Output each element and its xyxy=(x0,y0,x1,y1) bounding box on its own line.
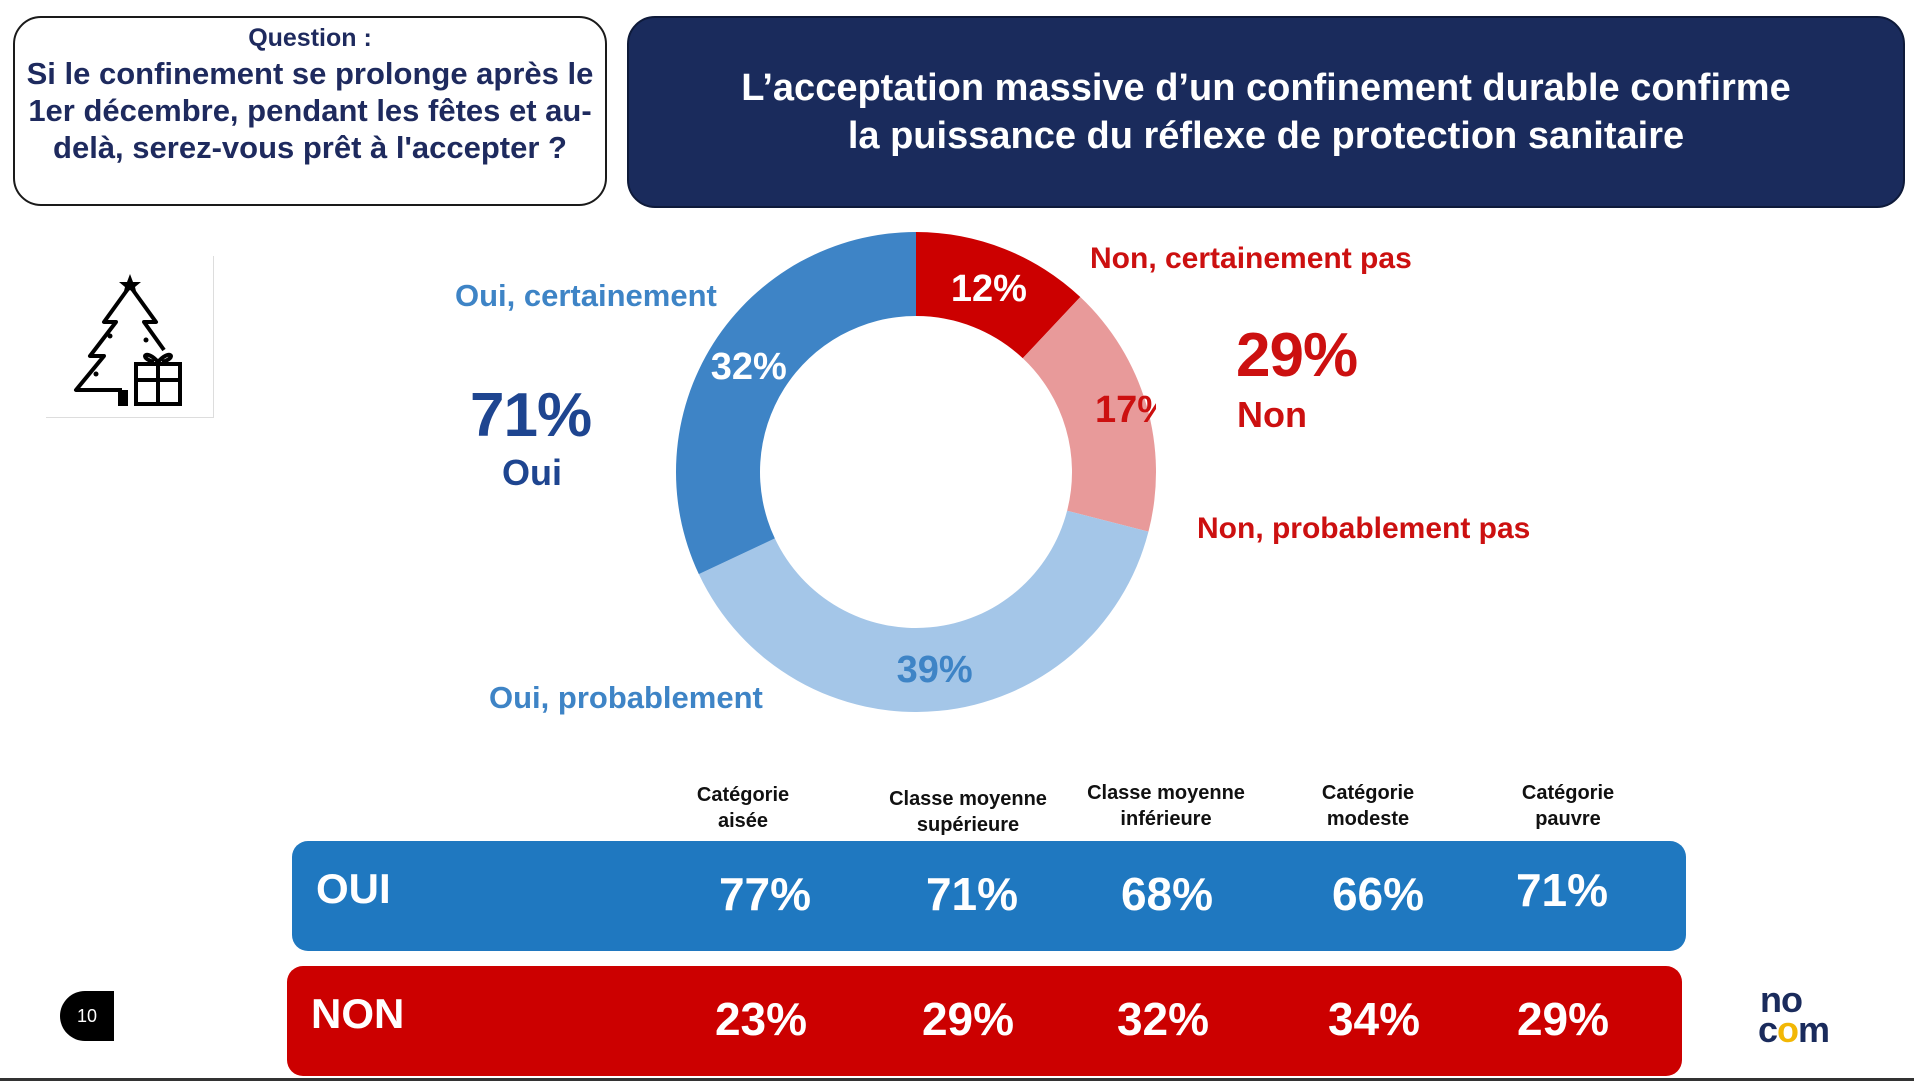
column-header-categorie-modeste: Catégorie modeste xyxy=(1321,782,1415,830)
donut-slice-oui-probablement xyxy=(698,510,1149,712)
headline-box: L’acceptation massive d’un confinement d… xyxy=(627,16,1905,208)
oui-value-categorie-pauvre: 71% xyxy=(1515,864,1609,916)
donut-value-label: 32% xyxy=(711,346,787,388)
logo-line-2: com xyxy=(1758,1009,1830,1050)
non-value-categorie-aisee: 23% xyxy=(714,993,808,1045)
slice-label-oui-probablement: Oui, probablement xyxy=(489,680,763,715)
column-header-classe-moyenne-superieure: Classe moyenne supérieure xyxy=(889,788,1047,836)
christmas-tree-panel xyxy=(46,256,214,418)
slice-label-oui-certainement: Oui, certainement xyxy=(455,278,717,313)
non-value-categorie-pauvre: 29% xyxy=(1516,993,1610,1045)
bottom-rule xyxy=(0,1078,1914,1081)
question-box: Question : Si le confinement se prolonge… xyxy=(13,16,607,206)
donut-value-label: 17% xyxy=(1095,389,1156,431)
headline-line-2: la puissance du réflexe de protection sa… xyxy=(847,115,1685,157)
donut-slice-non-probablement-pas xyxy=(1022,297,1156,532)
total-oui-percent: 71% xyxy=(470,381,592,450)
total-non-percent: 29% xyxy=(1236,321,1358,390)
non-value-classe-moyenne-superieure: 29% xyxy=(921,993,1015,1045)
total-non-label: Non xyxy=(1237,394,1307,435)
total-oui-label: Oui xyxy=(502,452,562,493)
oui-row: OUI 77% 71% 68% 66% 71% xyxy=(292,841,1686,951)
column-header-categorie-pauvre: Catégorie pauvre xyxy=(1521,782,1615,830)
oui-value-classe-moyenne-superieure: 71% xyxy=(925,868,1019,920)
christmas-tree-gift-icon xyxy=(74,274,182,406)
oui-row-label: OUI xyxy=(316,865,391,912)
donut-value-label: 39% xyxy=(897,649,973,691)
non-row-label: NON xyxy=(311,990,405,1037)
nocom-logo: no com xyxy=(1758,979,1862,1050)
donut-slice-non-certainement-pas xyxy=(916,232,1081,359)
column-header-categorie-aisee: Catégorie aisée xyxy=(696,784,790,832)
donut-value-label: 12% xyxy=(951,268,1027,310)
question-text: Si le confinement se prolonge après le 1… xyxy=(26,56,594,165)
headline-line-1: L’acceptation massive d’un confinement d… xyxy=(741,67,1791,109)
column-header-classe-moyenne-inferieure: Classe moyenne inférieure xyxy=(1087,782,1245,830)
donut-chart: 12% 17% 39% 32% xyxy=(676,232,1156,712)
donut-slice-oui-certainement xyxy=(676,232,916,575)
question-label: Question : xyxy=(248,24,372,52)
non-value-classe-moyenne-inferieure: 32% xyxy=(1116,993,1210,1045)
logo-line-1: no xyxy=(1760,979,1803,1020)
oui-value-classe-moyenne-inferieure: 68% xyxy=(1120,868,1214,920)
slice-label-non-certainement-pas: Non, certainement pas xyxy=(1090,242,1412,275)
oui-value-categorie-aisee: 77% xyxy=(718,868,812,920)
slice-label-non-probablement-pas: Non, probablement pas xyxy=(1197,512,1531,545)
page-number: 10 xyxy=(60,991,114,1041)
non-row: NON 23% 29% 32% 34% 29% xyxy=(287,966,1682,1076)
oui-value-categorie-modeste: 66% xyxy=(1331,868,1425,920)
non-value-categorie-modeste: 34% xyxy=(1327,993,1421,1045)
